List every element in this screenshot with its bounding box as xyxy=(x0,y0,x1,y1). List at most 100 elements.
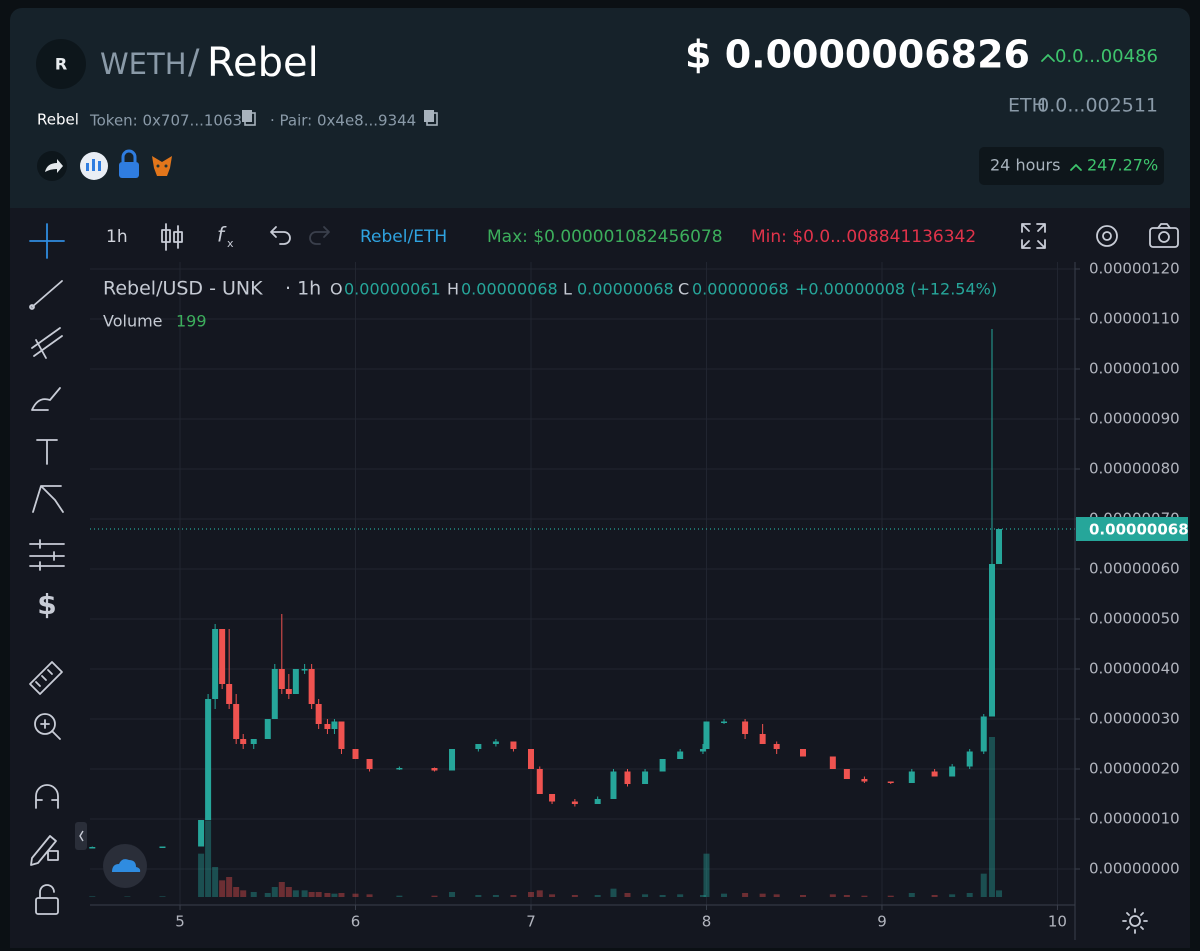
price-change: 0.0...00486 xyxy=(1055,46,1158,67)
candle-body xyxy=(308,669,315,704)
prediction-tool[interactable] xyxy=(29,539,65,571)
chart-title: Rebel/USD - UNK xyxy=(103,278,263,300)
x-tick-label: 6 xyxy=(351,913,361,931)
last-price-label: 0.00000068 xyxy=(1089,521,1189,539)
redo[interactable] xyxy=(309,226,330,245)
base-token[interactable]: WETH xyxy=(100,47,187,81)
candle-body xyxy=(396,768,403,770)
candle-type[interactable] xyxy=(161,223,183,251)
copy-pair[interactable] xyxy=(424,110,438,126)
candle-body xyxy=(226,684,233,704)
volume-bar xyxy=(308,892,315,897)
zoom[interactable] xyxy=(34,713,61,740)
candle-body xyxy=(527,749,534,769)
volume-bar xyxy=(799,895,806,897)
trend-line[interactable] xyxy=(29,280,63,310)
interval[interactable]: 1h xyxy=(106,227,128,247)
volume-bar xyxy=(124,896,131,897)
period-box xyxy=(979,147,1164,185)
candle-body xyxy=(285,689,292,694)
candle-body xyxy=(594,799,601,804)
volume-bar xyxy=(988,737,995,897)
text-tool[interactable] xyxy=(36,439,58,465)
volume-bar xyxy=(843,895,850,897)
ohlc-legend: 0.00000068 xyxy=(692,280,789,299)
min-price: Min: $0.0...008841136342 xyxy=(751,227,976,247)
x-tick-label: 10 xyxy=(1048,913,1067,931)
separator: / xyxy=(188,43,200,83)
avatar xyxy=(36,39,86,89)
metamask[interactable] xyxy=(152,156,172,176)
undo[interactable] xyxy=(270,226,291,245)
lock-drawings[interactable] xyxy=(30,835,59,866)
collapse-arrow xyxy=(79,830,84,842)
candle-body xyxy=(843,769,850,779)
volume-bar xyxy=(510,895,517,897)
ohlc-legend: L xyxy=(563,280,572,299)
y-tick-label: 0.00000110 xyxy=(1089,310,1180,328)
logo-cloud xyxy=(112,859,141,872)
axis-settings[interactable] xyxy=(1122,908,1148,934)
candle-body xyxy=(887,781,894,783)
magnet[interactable] xyxy=(35,784,59,809)
candle-body xyxy=(742,721,749,734)
volume-bar xyxy=(659,895,666,897)
candle-body xyxy=(198,820,205,847)
volume-bar xyxy=(624,893,631,897)
brush[interactable] xyxy=(31,387,61,411)
volume-bar xyxy=(198,853,205,897)
share[interactable] xyxy=(37,151,67,181)
volume-bar xyxy=(949,894,956,897)
lock-link[interactable] xyxy=(119,149,139,178)
volume-bar xyxy=(549,894,556,897)
volume-bar xyxy=(996,890,1003,897)
pair-toggle[interactable]: Rebel/ETH xyxy=(360,227,447,247)
volume-bar xyxy=(366,894,373,897)
candle-body xyxy=(861,779,868,782)
price-tool[interactable]: $ xyxy=(37,588,56,621)
volume-bar xyxy=(315,892,322,897)
candle-body xyxy=(699,749,706,752)
pattern-tool[interactable] xyxy=(32,485,64,513)
volume-bar xyxy=(908,893,915,897)
candle-body xyxy=(475,744,482,749)
candle-body xyxy=(799,749,806,757)
ohlc-legend: O xyxy=(330,280,343,299)
volume-bar xyxy=(285,887,292,897)
volume-bar xyxy=(536,890,543,897)
fib-tool[interactable] xyxy=(31,327,63,359)
volume-value: 199 xyxy=(176,312,207,331)
quote-token[interactable]: Rebel xyxy=(207,40,319,86)
measure[interactable] xyxy=(29,661,63,695)
candle-body xyxy=(264,719,271,739)
indicators[interactable]: f xyxy=(217,223,227,247)
volume-bar xyxy=(212,867,219,897)
volume-bar xyxy=(292,890,299,897)
crosshair[interactable] xyxy=(29,223,65,259)
volume-bar xyxy=(677,894,684,897)
volume-bar xyxy=(233,887,240,897)
candle-body xyxy=(449,749,456,771)
volume-bar xyxy=(610,888,617,897)
candle-body xyxy=(571,801,578,804)
settings[interactable] xyxy=(1096,225,1118,247)
period[interactable]: 24 hours xyxy=(990,156,1060,175)
candle-body xyxy=(949,766,956,777)
x-tick-label: 9 xyxy=(877,913,887,931)
copy-token[interactable] xyxy=(242,110,256,126)
pair-address: · Pair: 0x4e8...9344 xyxy=(270,112,416,130)
chart-link[interactable] xyxy=(80,152,108,180)
candle-body xyxy=(324,724,331,729)
volume-bar xyxy=(226,877,233,897)
volume-bar xyxy=(301,890,308,897)
screenshot[interactable] xyxy=(1149,223,1179,248)
volume-bar xyxy=(773,894,780,897)
candle-body xyxy=(338,721,345,749)
collapse-tab[interactable] xyxy=(75,822,87,850)
unlock[interactable] xyxy=(35,884,59,915)
volume-bar xyxy=(338,893,345,897)
symbol: Rebel xyxy=(37,111,79,129)
volume-bar xyxy=(980,873,987,897)
fullscreen[interactable] xyxy=(1021,223,1046,249)
